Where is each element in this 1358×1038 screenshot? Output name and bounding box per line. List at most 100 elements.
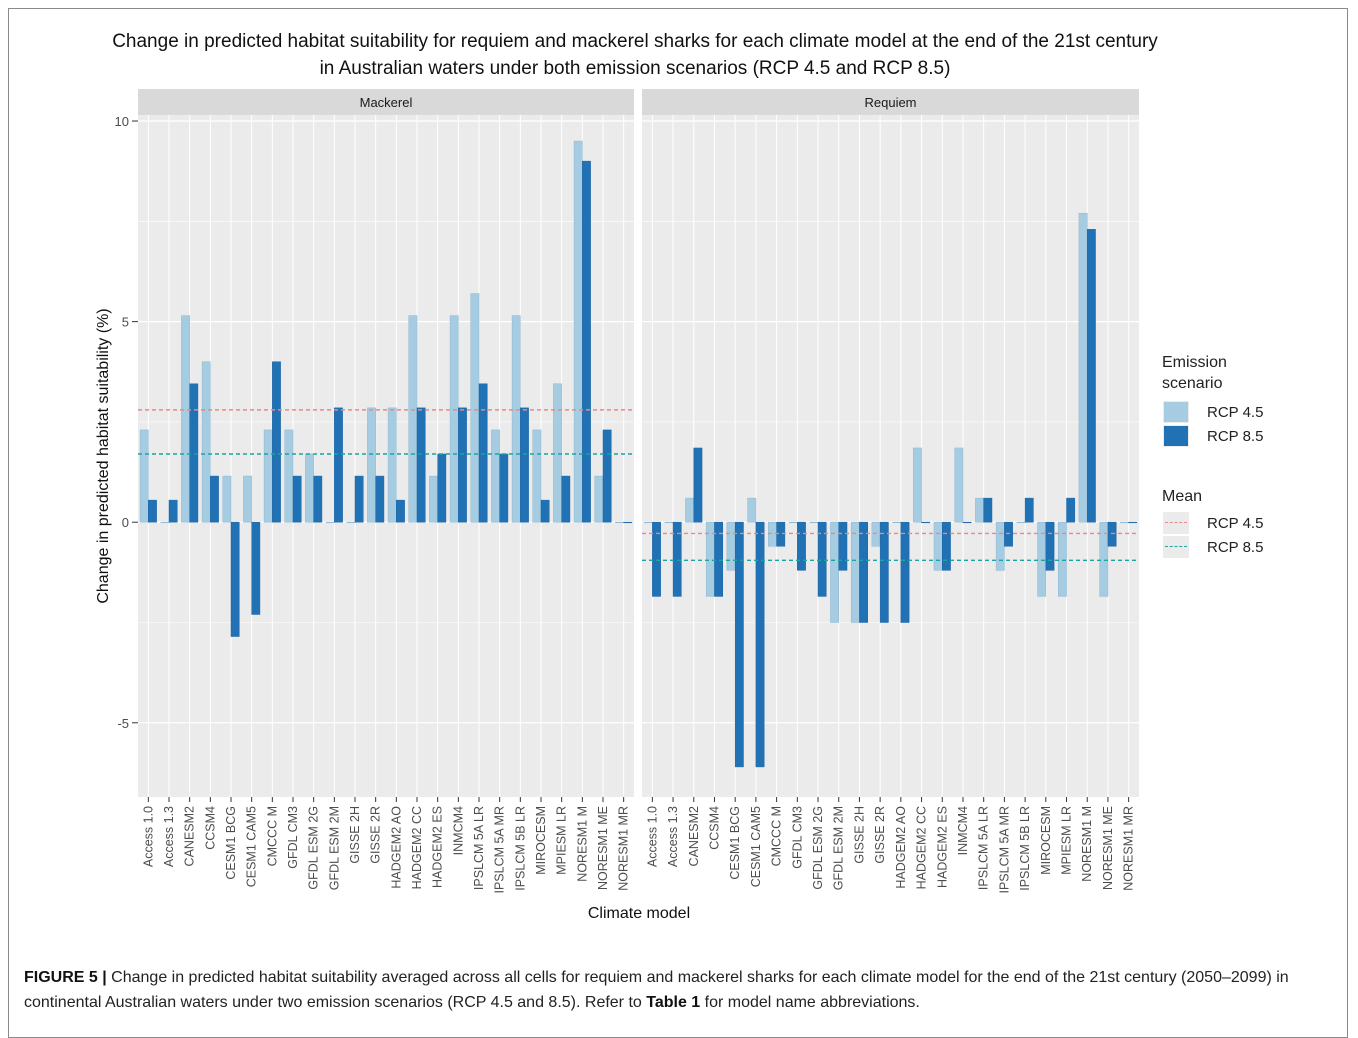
legend-line-title: Mean xyxy=(1162,488,1203,505)
x-tick-label: Access 1.0 xyxy=(645,806,659,867)
x-tick-label: HADGEM2 AO xyxy=(389,806,403,889)
x-tick-label: CANESM2 xyxy=(183,806,197,866)
panel-requiem: Requiem Access 1.0 Access 1.3 CANESM2 CCSM4 C… xyxy=(642,89,1139,894)
panel-background xyxy=(138,115,634,797)
x-tick-label: MPIESM LR xyxy=(555,806,569,875)
bar-rcp85 xyxy=(755,521,765,768)
caption-text: Change in predicted habitat suitability … xyxy=(24,969,1289,1011)
bar-rcp85 xyxy=(1107,521,1117,547)
figure-caption: FIGURE 5 | Change in predicted habitat s… xyxy=(24,965,1344,1015)
x-tick-label: IPSLCM 5A MR xyxy=(493,806,507,894)
x-axis-title: Climate model xyxy=(588,905,690,922)
legend-key-rcp45 xyxy=(1163,401,1189,423)
x-tick-label: NORESM1 MR xyxy=(617,806,631,891)
x-tick-label: HADGEM2 ES xyxy=(431,806,445,888)
bar-rcp85 xyxy=(582,160,591,523)
x-tick-label: CCSM4 xyxy=(203,806,217,850)
bar-rcp85 xyxy=(623,521,633,524)
bar-rcp45 xyxy=(1078,213,1088,523)
bar-rcp45 xyxy=(830,521,839,623)
legend-label-mean85: RCP 8.5 xyxy=(1207,539,1264,556)
bar-rcp45 xyxy=(1120,521,1129,524)
y-tick-label: -5 xyxy=(117,716,129,731)
bar-rcp45 xyxy=(594,475,604,523)
y-tick-label: 10 xyxy=(115,114,129,129)
y-tick-label: 5 xyxy=(122,315,129,330)
x-tick-label: MPIESM LR xyxy=(1060,806,1074,875)
legend-fill-title: Emission scenario xyxy=(1162,352,1227,394)
bar-rcp85 xyxy=(838,521,848,571)
bar-rcp45 xyxy=(913,447,922,523)
bar-rcp85 xyxy=(983,497,993,523)
bar-rcp85 xyxy=(776,521,786,547)
x-tick-label: MIROCESM xyxy=(1039,806,1053,875)
bar-rcp45 xyxy=(470,293,480,523)
bar-rcp45 xyxy=(809,521,819,524)
bar-rcp85 xyxy=(230,521,240,637)
legend-swatch-rcp85 xyxy=(1164,426,1188,446)
bar-rcp45 xyxy=(850,521,860,623)
x-tick-label: GISSE 2R xyxy=(873,806,887,864)
x-tick-label: Access 1.0 xyxy=(141,806,155,867)
x-tick-label: HADGEM2 ES xyxy=(935,806,949,888)
bar-rcp85 xyxy=(1004,521,1013,547)
bar-rcp85 xyxy=(520,407,529,523)
x-tick-label: GFDL ESM 2M xyxy=(327,806,341,890)
x-tick-label: GFDL ESM 2M xyxy=(832,806,846,890)
bar-rcp85 xyxy=(734,521,744,768)
bar-rcp85 xyxy=(168,499,178,523)
legend-label-rcp85: RCP 8.5 xyxy=(1207,428,1264,445)
bar-rcp85 xyxy=(859,521,868,623)
legend-line-mean85 xyxy=(1165,546,1187,547)
bar-rcp45 xyxy=(243,475,252,523)
bar-rcp45 xyxy=(726,521,736,571)
bar-rcp45 xyxy=(1099,521,1109,597)
caption-label: FIGURE 5 | xyxy=(24,969,107,986)
legend-label-mean45: RCP 4.5 xyxy=(1207,515,1264,532)
legend-key-mean85 xyxy=(1163,536,1189,558)
y-tick-label: 0 xyxy=(122,515,129,530)
bar-rcp45 xyxy=(532,429,542,523)
bar-rcp85 xyxy=(942,521,951,571)
bar-rcp45 xyxy=(408,315,418,523)
bar-rcp45 xyxy=(1016,521,1026,524)
bar-rcp85 xyxy=(1086,229,1096,523)
x-tick-label: INMCM4 xyxy=(956,806,970,855)
bar-rcp85 xyxy=(602,429,612,523)
bar-rcp45 xyxy=(747,497,757,523)
x-tick-label: GFDL ESM 2G xyxy=(307,806,321,890)
bar-rcp45 xyxy=(768,521,777,547)
bar-rcp45 xyxy=(643,521,653,524)
x-tick-label: NORESM1 MR xyxy=(1122,806,1136,891)
bar-rcp45 xyxy=(160,521,170,524)
bar-rcp85 xyxy=(921,521,931,524)
bar-rcp85 xyxy=(189,383,199,523)
x-tick-label: GISSE 2H xyxy=(348,806,362,864)
x-tick-label: CMCCC M xyxy=(265,806,279,866)
bar-rcp45 xyxy=(181,315,190,523)
bar-rcp45 xyxy=(871,521,881,547)
caption-text-end: for model name abbreviations. xyxy=(700,994,920,1011)
bar-rcp85 xyxy=(900,521,910,623)
legend-fill-title-text: Emission scenario xyxy=(1162,354,1227,392)
bar-rcp45 xyxy=(573,140,583,523)
bar-rcp85 xyxy=(334,407,343,523)
bar-rcp85 xyxy=(1045,521,1055,571)
legend-swatch-rcp45 xyxy=(1164,402,1188,422)
bar-rcp85 xyxy=(272,361,281,523)
x-tick-label: CCSM4 xyxy=(707,806,721,850)
x-tick-label: CESM1 CAM5 xyxy=(749,806,763,887)
x-tick-label: GFDL ESM 2G xyxy=(811,806,825,890)
bar-rcp85 xyxy=(1128,521,1138,524)
x-tick-label: CMCCC M xyxy=(770,806,784,866)
bar-rcp85 xyxy=(672,521,682,597)
bar-rcp85 xyxy=(879,521,889,623)
x-tick-label: CESM1 BCG xyxy=(728,806,742,880)
x-tick-label: MIROCESM xyxy=(534,806,548,875)
bar-rcp85 xyxy=(797,521,806,571)
bar-rcp85 xyxy=(540,499,550,523)
bar-rcp45 xyxy=(449,315,459,523)
bar-rcp85 xyxy=(292,475,302,523)
bar-rcp45 xyxy=(975,497,984,523)
legend-key-mean45 xyxy=(1163,512,1189,534)
